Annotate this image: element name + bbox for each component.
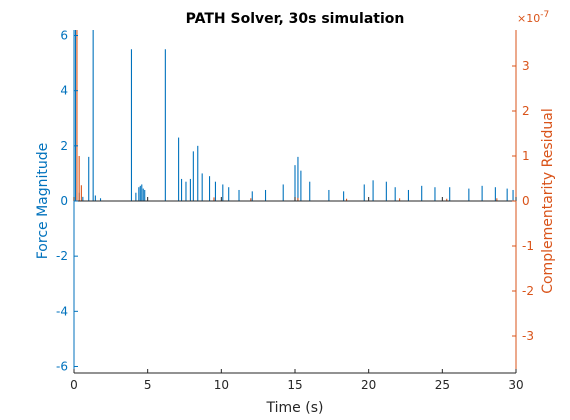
x-axis-label: Time (s) [266, 400, 324, 416]
x-tick-label: 20 [361, 378, 376, 392]
right-tick-label: -3 [522, 329, 534, 343]
left-tick-label: 2 [60, 139, 68, 153]
right-tick-label: 0 [522, 194, 530, 208]
x-tick-label: 5 [144, 378, 152, 392]
left-tick-label: 6 [60, 29, 68, 43]
left-tick-label: -6 [56, 359, 68, 373]
axes-group: 0 5 10 15 20 25 30 -6 -4 -2 0 2 4 6 -3 -2 -1 0 1 2 3 [56, 29, 534, 392]
x-tick-label: 25 [435, 378, 450, 392]
left-tick-label: 0 [60, 194, 68, 208]
right-axis-exponent-power: -7 [540, 10, 549, 20]
x-tick-label: 0 [70, 378, 78, 392]
x-tick-label: 10 [214, 378, 229, 392]
left-tick-label: 4 [60, 84, 68, 98]
series-right [76, 30, 498, 201]
right-tick-label: 3 [522, 59, 530, 73]
x-tick-label: 15 [287, 378, 302, 392]
right-axis-label: Complementarity Residual [540, 108, 556, 294]
left-axis-label: Force Magnitude [35, 143, 51, 260]
right-tick-label: 2 [522, 104, 530, 118]
series-left [74, 30, 514, 201]
left-tick-label: -2 [56, 249, 68, 263]
right-axis-exponent-base: ×10 [517, 12, 540, 25]
left-tick-label: -4 [56, 304, 68, 318]
right-tick-label: -2 [522, 284, 534, 298]
chart-title: PATH Solver, 30s simulation [186, 11, 405, 27]
data-series-group [74, 30, 514, 201]
right-tick-label: 1 [522, 149, 530, 163]
x-tick-label: 30 [508, 378, 523, 392]
right-tick-label: -1 [522, 239, 534, 253]
right-axis-exponent: ×10-7 [517, 10, 549, 25]
